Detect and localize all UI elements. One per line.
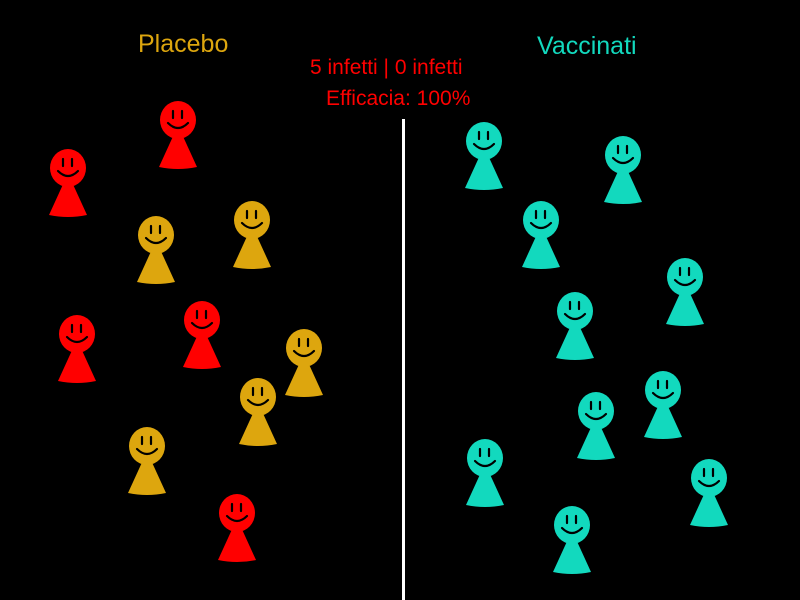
placebo-group-title: Placebo [138,30,229,58]
placebo-person-infected [159,101,197,169]
placebo-person-infected [58,315,96,383]
placebo-person-infected [183,301,221,369]
placebo-person-healthy [137,216,175,284]
placebo-person-healthy [285,329,323,397]
group-divider [402,119,405,600]
infection-counts: 5 infetti | 0 infetti [310,56,463,79]
vaccinated-person [666,258,704,326]
vaccinated-person [553,506,591,574]
vaccinated-person [465,122,503,190]
vaccinated-person [690,459,728,527]
vaccinated-person [466,439,504,507]
vaccinated-person [577,392,615,460]
efficacy-readout: Efficacia: 100% [326,87,471,110]
vaccinated-person [604,136,642,204]
vaccinated-person [556,292,594,360]
vaccinated-person [644,371,682,439]
placebo-person-infected [49,149,87,217]
vaccinated-group-title: Vaccinati [537,32,637,60]
placebo-person-healthy [233,201,271,269]
placebo-person-healthy [239,378,277,446]
placebo-person-healthy [128,427,166,495]
placebo-person-infected [218,494,256,562]
vaccinated-person [522,201,560,269]
